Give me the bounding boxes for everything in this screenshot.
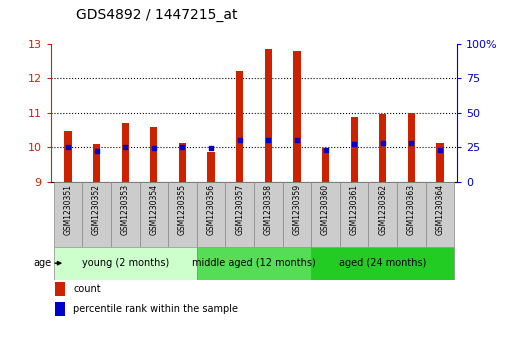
Bar bbox=[293, 51, 301, 182]
FancyBboxPatch shape bbox=[311, 247, 454, 280]
Point bbox=[236, 137, 244, 143]
Point bbox=[121, 144, 129, 150]
Text: GSM1230363: GSM1230363 bbox=[407, 184, 416, 235]
Bar bbox=[351, 117, 358, 182]
Text: GSM1230352: GSM1230352 bbox=[92, 184, 101, 235]
Point bbox=[436, 147, 444, 153]
FancyBboxPatch shape bbox=[197, 247, 311, 280]
Point bbox=[293, 137, 301, 143]
Text: GSM1230355: GSM1230355 bbox=[178, 184, 187, 235]
Text: GSM1230353: GSM1230353 bbox=[121, 184, 130, 235]
Bar bbox=[65, 131, 72, 182]
Point bbox=[150, 146, 158, 151]
FancyBboxPatch shape bbox=[397, 182, 426, 247]
Text: age: age bbox=[33, 258, 51, 268]
FancyBboxPatch shape bbox=[82, 182, 111, 247]
Bar bbox=[207, 152, 215, 182]
Text: young (2 months): young (2 months) bbox=[82, 258, 169, 268]
Point bbox=[207, 146, 215, 151]
FancyBboxPatch shape bbox=[54, 247, 197, 280]
Bar bbox=[322, 148, 329, 182]
FancyBboxPatch shape bbox=[168, 182, 197, 247]
Bar bbox=[121, 123, 129, 182]
Text: percentile rank within the sample: percentile rank within the sample bbox=[73, 305, 238, 314]
Text: count: count bbox=[73, 285, 101, 294]
Bar bbox=[236, 71, 243, 182]
Bar bbox=[93, 144, 100, 182]
Text: aged (24 months): aged (24 months) bbox=[339, 258, 427, 268]
Text: middle aged (12 months): middle aged (12 months) bbox=[192, 258, 316, 268]
Bar bbox=[408, 113, 415, 182]
Text: GSM1230364: GSM1230364 bbox=[435, 184, 444, 235]
Bar bbox=[150, 127, 157, 182]
Bar bbox=[436, 143, 443, 182]
FancyBboxPatch shape bbox=[226, 182, 254, 247]
Text: GSM1230361: GSM1230361 bbox=[350, 184, 359, 235]
Point bbox=[379, 140, 387, 146]
Text: GSM1230354: GSM1230354 bbox=[149, 184, 158, 235]
Point bbox=[322, 147, 330, 153]
Point bbox=[350, 141, 358, 147]
FancyBboxPatch shape bbox=[197, 182, 226, 247]
FancyBboxPatch shape bbox=[368, 182, 397, 247]
FancyBboxPatch shape bbox=[254, 182, 282, 247]
Text: GSM1230359: GSM1230359 bbox=[293, 184, 301, 235]
Bar bbox=[265, 49, 272, 182]
Text: GSM1230358: GSM1230358 bbox=[264, 184, 273, 235]
FancyBboxPatch shape bbox=[282, 182, 311, 247]
Text: GSM1230351: GSM1230351 bbox=[64, 184, 73, 235]
Point bbox=[264, 137, 272, 143]
Text: GSM1230357: GSM1230357 bbox=[235, 184, 244, 235]
FancyBboxPatch shape bbox=[111, 182, 140, 247]
FancyBboxPatch shape bbox=[426, 182, 454, 247]
Text: GSM1230362: GSM1230362 bbox=[378, 184, 387, 235]
Point bbox=[407, 140, 416, 146]
Point bbox=[178, 144, 186, 150]
FancyBboxPatch shape bbox=[140, 182, 168, 247]
FancyBboxPatch shape bbox=[311, 182, 340, 247]
Bar bbox=[379, 114, 387, 182]
FancyBboxPatch shape bbox=[54, 182, 82, 247]
Text: GSM1230360: GSM1230360 bbox=[321, 184, 330, 235]
Bar bbox=[55, 282, 65, 296]
Point bbox=[92, 148, 101, 154]
Text: GDS4892 / 1447215_at: GDS4892 / 1447215_at bbox=[76, 8, 238, 22]
FancyBboxPatch shape bbox=[340, 182, 368, 247]
Bar bbox=[55, 302, 65, 316]
Point bbox=[64, 144, 72, 150]
Text: GSM1230356: GSM1230356 bbox=[207, 184, 215, 235]
Bar bbox=[179, 143, 186, 182]
